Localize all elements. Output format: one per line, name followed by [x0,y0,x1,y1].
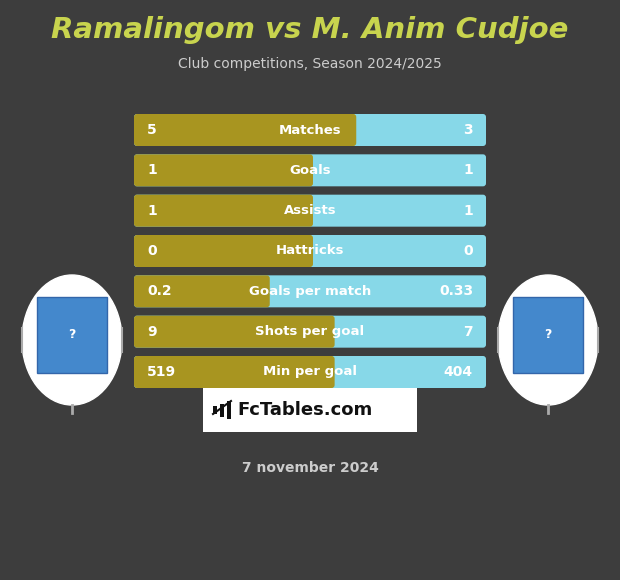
FancyBboxPatch shape [134,195,486,227]
Text: Shots per goal: Shots per goal [255,325,365,338]
Text: FcTables.com: FcTables.com [237,401,372,419]
FancyBboxPatch shape [203,388,417,432]
FancyBboxPatch shape [134,356,335,388]
FancyBboxPatch shape [134,316,335,347]
FancyBboxPatch shape [134,235,486,267]
Ellipse shape [498,275,598,405]
FancyBboxPatch shape [220,404,224,416]
Text: Min per goal: Min per goal [263,365,357,379]
Text: 0: 0 [463,244,473,258]
Text: 1: 1 [463,164,473,177]
Text: 7: 7 [463,325,473,339]
Text: Goals: Goals [289,164,331,177]
Text: ?: ? [68,328,76,342]
Text: Ramalingom vs M. Anim Cudjoe: Ramalingom vs M. Anim Cudjoe [51,16,569,44]
FancyBboxPatch shape [134,276,270,307]
FancyBboxPatch shape [134,316,486,347]
Text: Hattricks: Hattricks [276,245,344,258]
FancyBboxPatch shape [134,195,313,227]
Text: ?: ? [544,328,552,342]
Text: 519: 519 [147,365,176,379]
Text: Assists: Assists [284,204,336,217]
Text: Matches: Matches [278,124,342,136]
FancyBboxPatch shape [134,235,313,267]
Text: 9: 9 [147,325,157,339]
Text: Club competitions, Season 2024/2025: Club competitions, Season 2024/2025 [178,57,442,71]
FancyBboxPatch shape [134,356,486,388]
FancyBboxPatch shape [134,114,486,146]
Text: 0: 0 [147,244,157,258]
Text: Goals per match: Goals per match [249,285,371,298]
Text: 7 november 2024: 7 november 2024 [242,461,378,475]
FancyBboxPatch shape [227,401,231,419]
Text: 404: 404 [444,365,473,379]
FancyBboxPatch shape [134,114,356,146]
FancyBboxPatch shape [134,154,486,186]
Text: 0.2: 0.2 [147,284,172,298]
Text: 1: 1 [463,204,473,218]
FancyBboxPatch shape [134,154,313,186]
Text: 3: 3 [463,123,473,137]
Text: 1: 1 [147,204,157,218]
Text: 5: 5 [147,123,157,137]
Text: 1: 1 [147,164,157,177]
Ellipse shape [22,275,122,405]
Text: 0.33: 0.33 [439,284,473,298]
FancyBboxPatch shape [213,406,217,414]
FancyBboxPatch shape [134,276,486,307]
